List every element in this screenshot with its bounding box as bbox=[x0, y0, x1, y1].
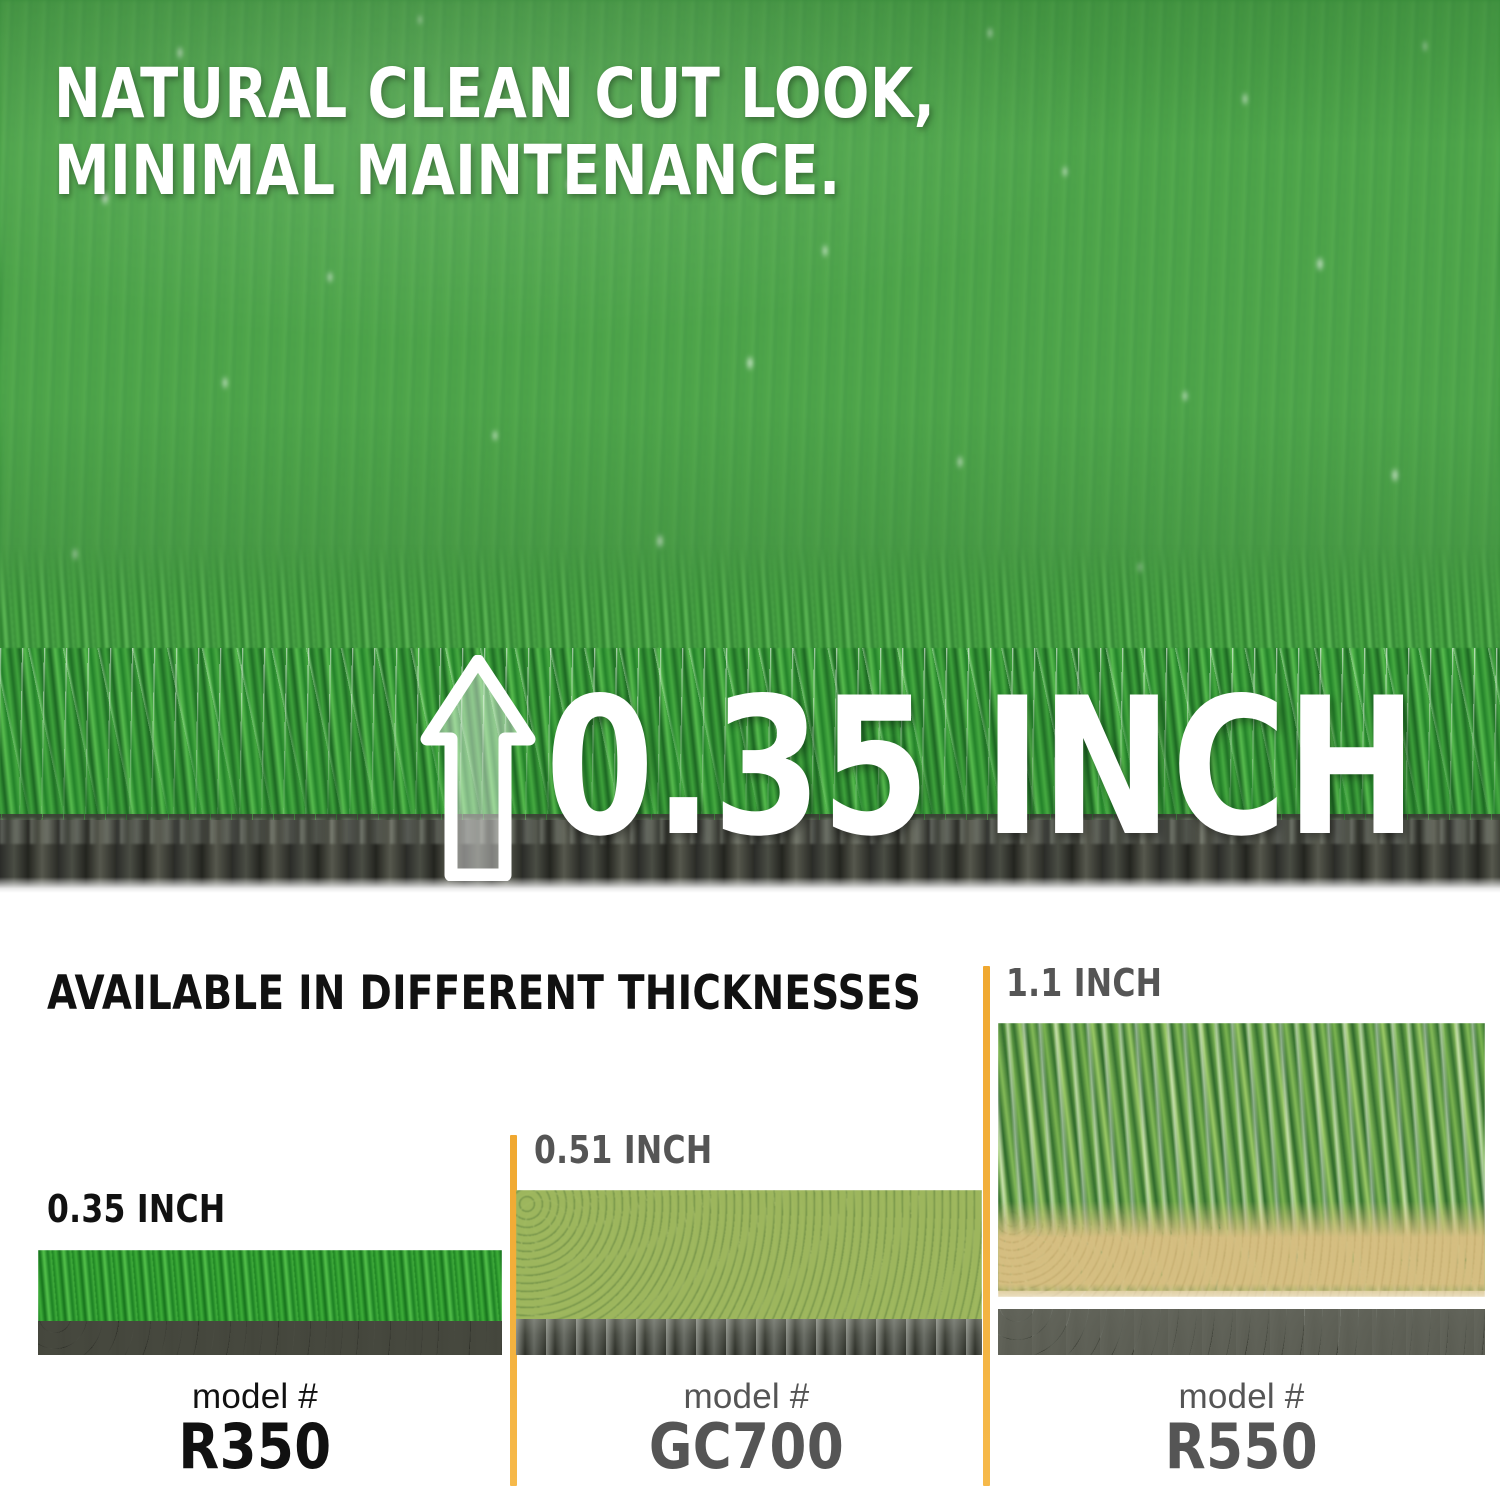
model-prefix-r350: model # bbox=[192, 1377, 318, 1416]
gc700-backing-layer bbox=[516, 1319, 982, 1355]
product-column-r350[interactable]: 0.35 INCH model # R350 bbox=[0, 893, 510, 1486]
section-title: AVAILABLE IN DIFFERENT THICKNESSES bbox=[47, 966, 922, 1021]
turf-strip-r350 bbox=[38, 1250, 502, 1355]
thickness-callout: 0.35 INCH bbox=[417, 655, 1492, 881]
model-number-gc700: GC700 bbox=[648, 1410, 845, 1483]
product-column-r550[interactable]: 1.1 INCH model # R550 bbox=[983, 893, 1500, 1486]
headline-line-2: MINIMAL MAINTENANCE. bbox=[54, 131, 841, 212]
arrow-up-icon bbox=[420, 655, 536, 881]
model-label-r350: model # R350 bbox=[0, 1379, 510, 1480]
headline-line-1: NATURAL CLEAN CUT LOOK, bbox=[54, 54, 936, 134]
product-column-gc700[interactable]: 0.51 INCH model # GC700 bbox=[510, 893, 983, 1486]
thickness-label-gc700: 0.51 INCH bbox=[534, 1128, 713, 1172]
gc700-blade-layer bbox=[516, 1190, 982, 1322]
column-divider-1 bbox=[510, 1135, 517, 1486]
r550-backing-layer bbox=[998, 1309, 1485, 1355]
model-prefix-gc700: model # bbox=[683, 1377, 810, 1416]
hero-turf-photo: NATURAL CLEAN CUT LOOK, MINIMAL MAINTENA… bbox=[0, 0, 1500, 893]
model-number-r550: R550 bbox=[1164, 1410, 1319, 1483]
callout-value: 0.35 INCH bbox=[545, 656, 1417, 878]
model-number-r350: R350 bbox=[178, 1410, 332, 1483]
r350-blade-layer bbox=[38, 1250, 502, 1326]
turf-backing-sheen bbox=[0, 818, 1500, 844]
column-divider-2 bbox=[983, 966, 990, 1486]
hero-headline: NATURAL CLEAN CUT LOOK, MINIMAL MAINTENA… bbox=[54, 54, 954, 212]
model-label-r550: model # R550 bbox=[983, 1379, 1500, 1480]
thickness-comparison-section: AVAILABLE IN DIFFERENT THICKNESSES 0.35 … bbox=[0, 893, 1500, 1486]
thickness-label-r350: 0.35 INCH bbox=[47, 1187, 226, 1231]
model-prefix-r550: model # bbox=[1178, 1377, 1305, 1416]
hero-bottom-fade bbox=[0, 877, 1500, 893]
turf-strip-r550 bbox=[998, 1023, 1485, 1355]
r350-backing-layer bbox=[38, 1321, 502, 1355]
thickness-label-r550: 1.1 INCH bbox=[1006, 961, 1163, 1005]
model-label-gc700: model # GC700 bbox=[510, 1379, 983, 1480]
turf-blade-highlights bbox=[0, 648, 1500, 844]
turf-strip-gc700 bbox=[516, 1190, 982, 1355]
r550-thatch-layer bbox=[998, 1201, 1485, 1297]
